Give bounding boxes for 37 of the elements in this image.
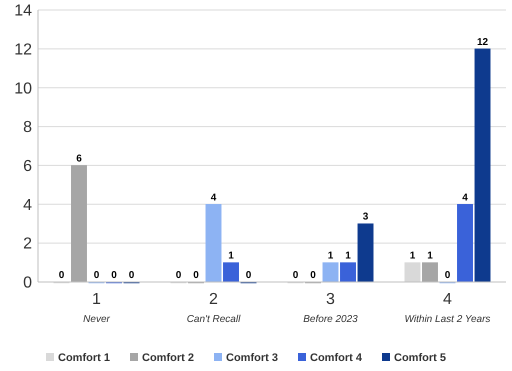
x-tick-label: 1 Never	[83, 291, 110, 325]
data-label: 1	[410, 250, 416, 262]
data-label: 1	[345, 250, 352, 262]
x-tick-label: 3 Before 2023	[303, 291, 358, 325]
y-tick-label: 2	[23, 236, 32, 253]
legend-label: Comfort 4	[310, 352, 363, 364]
data-label: 1	[228, 250, 234, 262]
data-label: 3	[362, 212, 369, 223]
data-label: 12	[476, 36, 489, 48]
data-label: 0	[128, 270, 135, 281]
data-label: 0	[176, 270, 182, 281]
y-tick-label: 14	[14, 2, 32, 20]
data-label: 0	[310, 270, 316, 281]
y-tick-label: 12	[14, 41, 32, 58]
data-label: 1	[328, 250, 334, 262]
data-label: 4	[210, 192, 217, 204]
legend-label: Comfort 1	[58, 352, 110, 364]
data-label: 4	[462, 192, 468, 204]
y-tick-label: 8	[23, 119, 32, 136]
y-tick-label: 6	[23, 158, 32, 176]
y-tick-label: 4	[23, 196, 32, 214]
y-tick-label: 0	[23, 274, 32, 292]
y-tick-label: 10	[14, 80, 32, 98]
legend-label: Comfort 3	[226, 352, 278, 364]
x-tick-label: 2 Can't Recall	[186, 291, 242, 325]
data-label: 0	[193, 270, 200, 281]
data-label: 0	[246, 270, 252, 281]
data-label: 1	[427, 250, 434, 262]
x-tick-label: 4 Within Last 2 Years	[404, 291, 490, 325]
data-label: 6	[76, 153, 82, 164]
data-label: 0	[58, 270, 65, 281]
data-label: 0	[444, 270, 451, 281]
legend-label: Comfort 5	[394, 352, 446, 364]
legend-label: Comfort 2	[142, 352, 194, 364]
data-label: 0	[111, 270, 118, 281]
data-label: 0	[94, 270, 100, 281]
data-label: 0	[292, 270, 299, 281]
